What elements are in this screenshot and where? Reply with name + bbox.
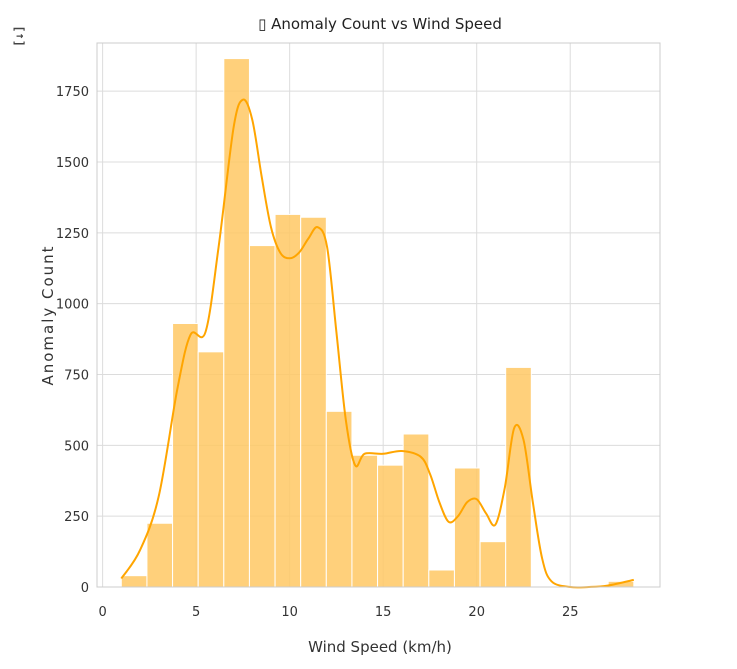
x-tick-label: 0 xyxy=(98,605,106,620)
histogram-bar xyxy=(351,454,379,588)
histogram-bar xyxy=(248,245,276,588)
histogram-bar xyxy=(428,569,455,588)
kde-line xyxy=(120,98,635,589)
histogram-bar xyxy=(274,213,302,588)
y-tick-label: 1750 xyxy=(56,85,89,100)
histogram-bar xyxy=(300,216,327,588)
histogram-bar xyxy=(197,351,225,588)
y-tick-label: 1500 xyxy=(56,156,89,171)
y-tick-label: 500 xyxy=(64,439,89,454)
x-tick-label: 5 xyxy=(192,605,200,620)
histogram-bar xyxy=(453,467,481,588)
x-tick-label: 15 xyxy=(375,605,392,620)
y-tick-label: 1250 xyxy=(56,227,89,242)
histogram-bar xyxy=(120,575,148,588)
y-axis-label: Anomaly Count xyxy=(39,244,57,385)
x-axis-label: Wind Speed (km/h) xyxy=(308,638,452,656)
y-tick-label: 0 xyxy=(81,581,89,596)
y-tick-label: 250 xyxy=(64,510,89,525)
y-axis-ticks: 0 250 500 750 1000 1250 1500 1750 xyxy=(56,85,89,596)
histogram-bar xyxy=(505,366,532,588)
histogram-bar xyxy=(402,433,430,588)
plot-border xyxy=(96,42,661,588)
chart-title: ▯ Anomaly Count vs Wind Speed xyxy=(258,15,502,33)
x-tick-label: 20 xyxy=(468,605,485,620)
histogram-bars xyxy=(120,58,635,588)
histogram-bar xyxy=(377,464,404,588)
kde-curve xyxy=(120,98,635,589)
y-tick-label: 1000 xyxy=(56,298,89,313)
histogram-bar xyxy=(146,522,174,588)
x-tick-label: 25 xyxy=(562,605,579,620)
y-tick-label: 750 xyxy=(64,369,89,384)
grid xyxy=(97,43,660,588)
histogram-bar xyxy=(223,58,250,588)
histogram-bar xyxy=(172,323,199,588)
x-axis-ticks: 0 5 10 15 20 25 xyxy=(98,605,578,620)
expand-output-icon[interactable]: [↓] xyxy=(12,25,26,47)
histogram-bar xyxy=(479,541,507,588)
plot-frame xyxy=(96,42,661,588)
x-tick-label: 10 xyxy=(281,605,298,620)
